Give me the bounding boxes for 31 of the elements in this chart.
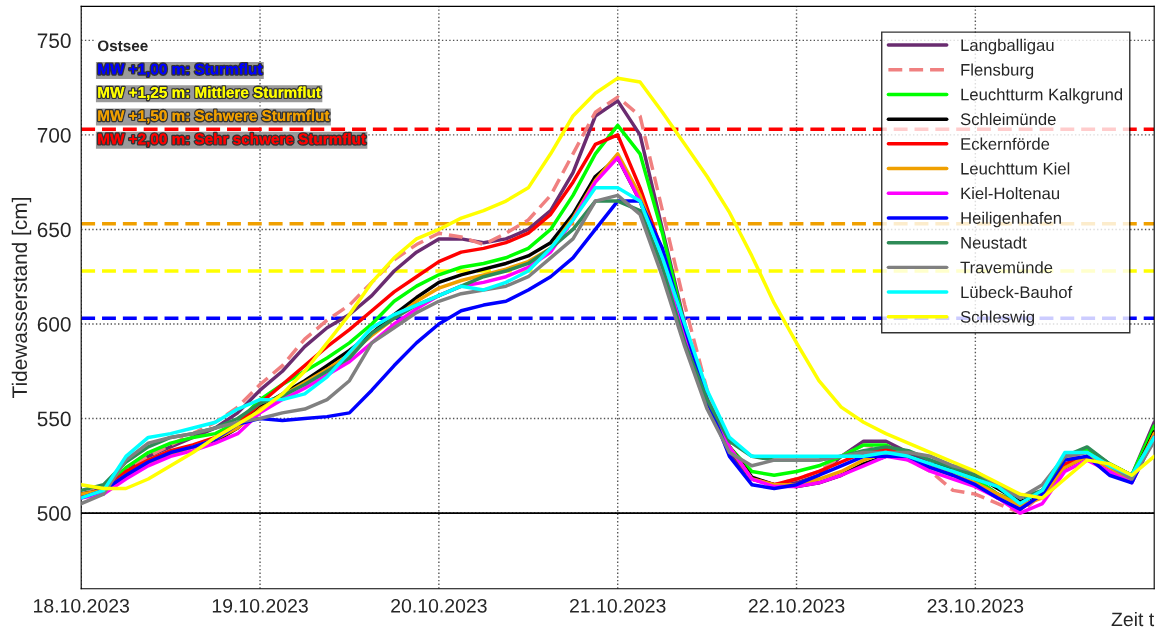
x-tick-label: 21.10.2023 [570,598,666,613]
y-axis-title: Tidewasserstand [cm] [11,198,32,398]
x-tick-label: 19.10.2023 [212,598,308,613]
x-tick-label: 20.10.2023 [391,598,487,613]
legend-label: Eckernförde [961,137,1050,150]
legend-label: Flensburg [961,63,1034,80]
y-tick-label: 550 [37,411,71,427]
x-tick-label: 23.10.2023 [927,598,1024,613]
y-tick-label: 750 [37,33,71,49]
legend-label: Travemünde [960,261,1053,274]
annotation: Ostsee [97,40,148,52]
y-tick-label: 500 [37,506,71,521]
x-axis-title: Zeit t [1111,611,1155,627]
x-tick-label: 18.10.2023 [34,598,130,613]
ref-line-label: MW +2,00 m: Sehr schwere Sturmflut [98,133,366,147]
legend-label: Lübeck-Bauhof [961,285,1073,299]
legend-label: Heiligenhafen [961,211,1061,228]
ref-line-label: MW +1,00 m: Sturmflut [98,63,263,77]
legend-label: Kiel-Holtenau [961,187,1060,200]
y-tick-label: 700 [37,127,71,143]
x-tick-label: 22.10.2023 [748,598,845,613]
y-tick-label: 650 [37,222,71,238]
ref-line-label: MW +1,25 m: Mittlere Sturmflut [98,86,321,100]
legend-label: Leuchttum Kiel [961,162,1070,175]
legend-label: Leuchtturm Kalkgrund [961,88,1123,104]
legend-label: Langballigau [961,38,1054,55]
legend-label: Neustadt [961,236,1027,249]
ref-line-label: MW +1,50 m: Schwere Sturmflut [98,109,330,124]
legend-label: Schleswig [960,310,1035,327]
legend-label: Schleimünde [960,112,1056,126]
y-tick-label: 600 [37,316,71,332]
